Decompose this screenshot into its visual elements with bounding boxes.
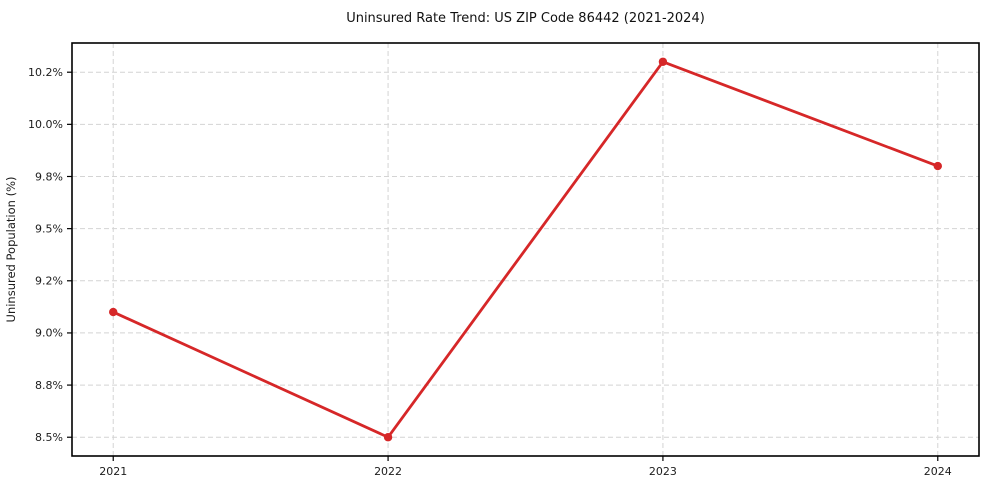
trend-line [111,60,940,439]
y-tick-label: 10.0% [28,118,63,131]
series-layer [109,57,942,442]
x-tick-label: 2023 [649,465,677,478]
data-point-marker [109,307,118,317]
x-tick-label: 2021 [99,465,127,478]
y-tick-label: 10.2% [28,66,63,79]
y-tick-label: 9.0% [35,327,63,340]
y-tick-label: 8.8% [35,379,63,392]
data-point-marker [658,57,668,66]
axis-layer: 8.5% 8.8% 9.0% 9.2% 9.5% 9.8% 10.0% 10.2% 2021 20… [28,42,980,478]
plot-border [71,42,980,457]
data-point-marker [933,161,942,171]
y-tick-label: 8.5% [35,431,63,444]
data-point-marker [383,433,393,442]
y-tick-label: 9.5% [35,222,63,235]
x-tick-label: 2024 [924,465,952,478]
x-tick-label: 2022 [374,465,402,478]
y-tick-label: 9.2% [35,275,63,288]
chart-title: Uninsured Rate Trend: US ZIP Code 86442 … [346,11,705,26]
y-tick-label: 9.8% [35,170,63,183]
y-axis-label: Uninsured Population (%) [4,177,18,323]
